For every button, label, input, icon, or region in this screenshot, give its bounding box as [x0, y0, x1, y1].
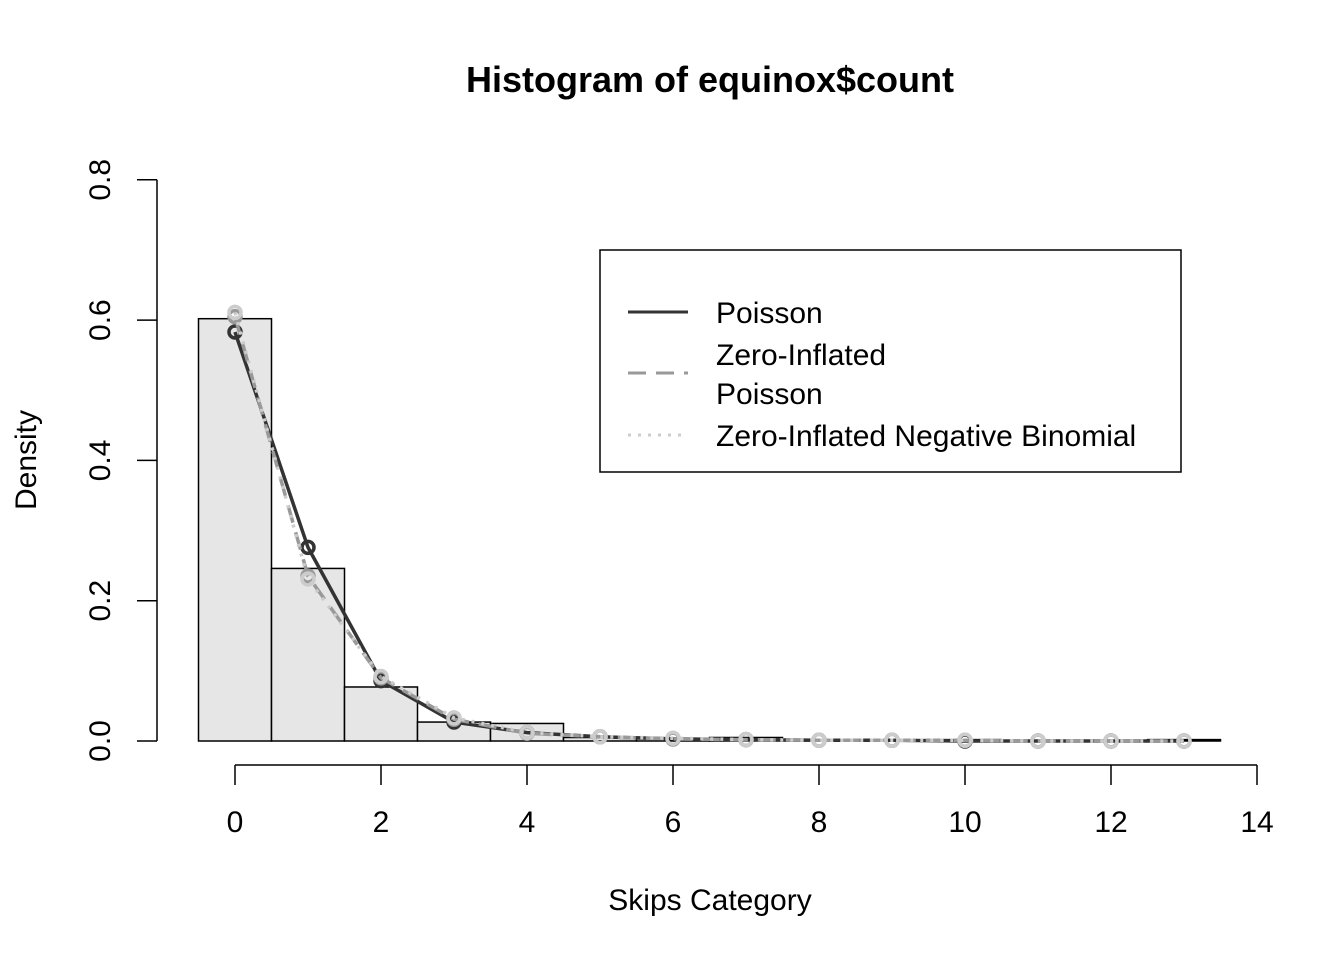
y-tick-label: 0.2 — [84, 580, 117, 622]
x-tick-label: 8 — [811, 806, 828, 839]
series-point — [1176, 733, 1192, 749]
legend: Poisson Zero-Inflated Poisson Zero-Infla… — [599, 249, 1182, 473]
series-point — [519, 724, 535, 741]
series-point — [1030, 733, 1046, 749]
series-point — [957, 732, 973, 749]
fit-series — [227, 304, 1192, 749]
x-tick-label: 14 — [1240, 806, 1273, 839]
legend-label-zinb: Zero-Inflated Negative Binomial — [716, 420, 1136, 453]
series-point — [227, 304, 243, 321]
series-point — [300, 571, 316, 587]
series-point — [592, 729, 608, 745]
legend-label-zip-line2: Poisson — [716, 378, 823, 411]
x-tick-label: 12 — [1094, 806, 1127, 839]
series-point — [300, 539, 316, 556]
y-axis: 0.0 0.2 0.4 0.6 0.8 — [84, 159, 158, 762]
x-axis-label: Skips Category — [608, 884, 811, 917]
x-tick-label: 4 — [519, 806, 536, 839]
x-axis: 0 2 4 6 8 10 12 14 — [227, 764, 1274, 839]
series-point — [884, 732, 900, 749]
y-tick-label: 0.4 — [84, 440, 117, 482]
histogram-bar — [270, 567, 346, 742]
series-point — [446, 710, 462, 726]
legend-box — [599, 249, 1182, 473]
histogram-bar — [197, 317, 273, 742]
y-axis-label: Density — [10, 410, 43, 510]
y-tick-label: 0.8 — [84, 159, 117, 201]
chart-title: Histogram of equinox$count — [466, 59, 954, 100]
x-tick-label: 10 — [948, 806, 981, 839]
series-point — [1103, 733, 1119, 749]
legend-label-zip-line1: Zero-Inflated — [716, 339, 886, 372]
series-point — [738, 731, 754, 748]
series-point — [811, 732, 827, 749]
legend-label-poisson: Poisson — [716, 297, 823, 330]
series-line — [233, 311, 1184, 743]
x-tick-label: 2 — [373, 806, 390, 839]
series-point — [665, 730, 681, 746]
series-point — [373, 668, 389, 685]
x-tick-label: 0 — [227, 806, 244, 839]
y-tick-label: 0.6 — [84, 299, 117, 341]
y-tick-label: 0.0 — [84, 720, 117, 762]
x-tick-label: 6 — [665, 806, 682, 839]
